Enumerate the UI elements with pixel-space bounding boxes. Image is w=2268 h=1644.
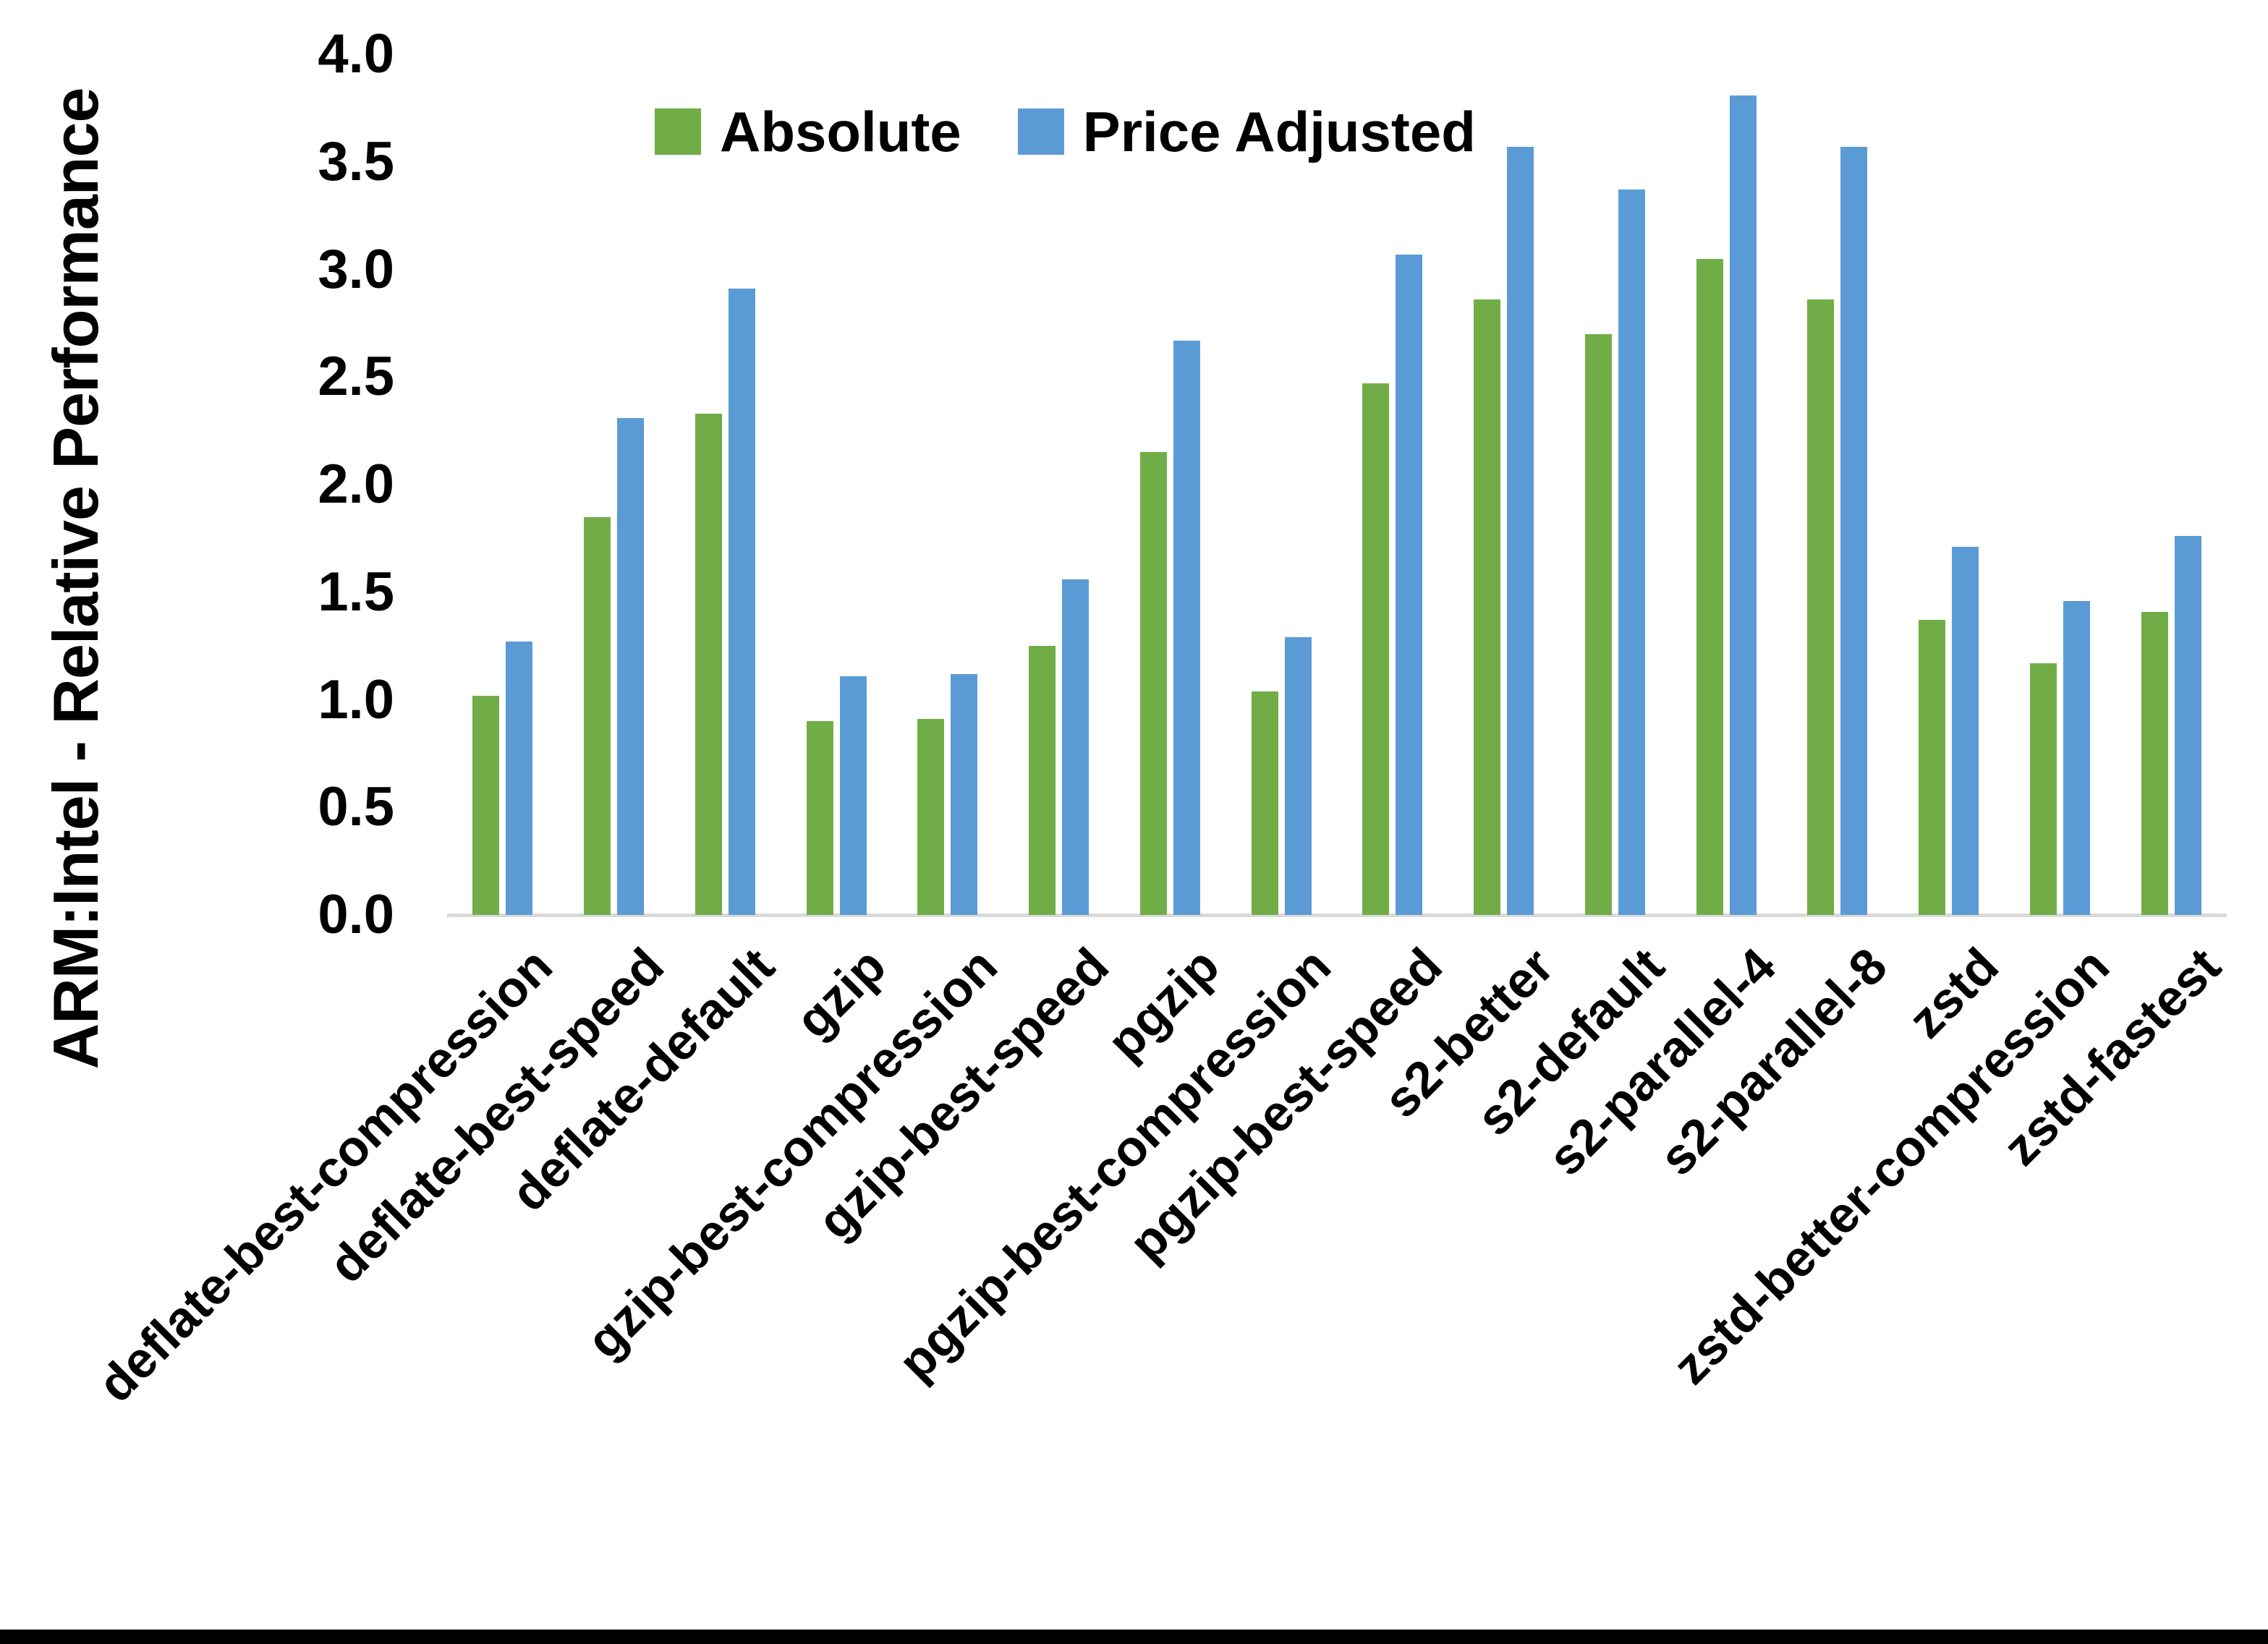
y-tick-label-3.5: 3.5 — [318, 130, 394, 192]
bar-price-adjusted-gzip — [839, 676, 867, 915]
legend-item-price-adjusted: Price Adjusted — [1017, 100, 1476, 163]
bar-absolute-gzip-best-compression — [917, 719, 945, 915]
bar-price-adjusted-gzip-best-speed — [1062, 579, 1090, 915]
legend-label: Absolute — [720, 100, 961, 163]
bar-price-adjusted-pgzip-best-compression — [1284, 637, 1312, 915]
bottom-border — [0, 1630, 2268, 1644]
bar-absolute-s2-default — [1584, 333, 1612, 915]
bar-absolute-pgzip — [1139, 452, 1167, 915]
y-tick-label-3.0: 3.0 — [318, 238, 394, 300]
y-tick-label-2.5: 2.5 — [318, 346, 394, 408]
y-tick-label-0.5: 0.5 — [318, 776, 394, 838]
bar-price-adjusted-deflate-default — [728, 289, 755, 915]
bar-price-adjusted-pgzip-best-speed — [1396, 254, 1423, 915]
bar-price-adjusted-pgzip — [1173, 340, 1200, 915]
bar-price-adjusted-zstd — [1952, 547, 1979, 915]
y-tick-label-0.0: 0.0 — [318, 884, 394, 945]
bar-price-adjusted-s2-parallel-4 — [1729, 95, 1757, 915]
y-axis-title: ARM:Intel - Relative Performance — [40, 88, 111, 1070]
bar-absolute-s2-parallel-8 — [1807, 299, 1835, 915]
bar-price-adjusted-zstd-better-compression — [2063, 600, 2090, 915]
bar-absolute-s2-parallel-4 — [1696, 258, 1723, 915]
bar-price-adjusted-deflate-best-compression — [506, 642, 533, 915]
bar-absolute-pgzip-best-compression — [1251, 691, 1278, 915]
bar-absolute-zstd — [1919, 620, 1946, 915]
bar-price-adjusted-deflate-best-speed — [617, 417, 645, 915]
legend-label: Price Adjusted — [1082, 100, 1476, 163]
bar-absolute-deflate-default — [695, 413, 722, 915]
legend-swatch-icon — [1017, 108, 1064, 155]
bar-absolute-gzip-best-speed — [1029, 646, 1056, 915]
y-tick-label-1.0: 1.0 — [318, 668, 394, 731]
bar-price-adjusted-s2-parallel-8 — [1840, 146, 1868, 915]
bar-absolute-zstd-fastest — [2141, 611, 2168, 915]
bar-price-adjusted-zstd-fastest — [2174, 536, 2201, 915]
x-category-label-deflate-best-compression: deflate-best-compression — [87, 937, 563, 1413]
legend-swatch-icon — [655, 108, 701, 155]
y-tick-label-1.5: 1.5 — [318, 561, 394, 623]
bar-price-adjusted-s2-default — [1618, 189, 1645, 915]
bar-absolute-zstd-better-compression — [2029, 663, 2057, 915]
bar-absolute-deflate-best-speed — [584, 516, 611, 915]
bar-absolute-s2-better — [1474, 299, 1501, 915]
y-tick-label-4.0: 4.0 — [318, 23, 394, 85]
legend-item-absolute: Absolute — [655, 103, 961, 160]
y-tick-label-2.0: 2.0 — [318, 453, 394, 515]
bar-absolute-deflate-best-compression — [472, 695, 500, 915]
legend: Absolute Price Adjusted — [655, 101, 1476, 162]
bar-absolute-gzip — [806, 721, 833, 915]
bar-absolute-pgzip-best-speed — [1362, 383, 1390, 915]
x-axis-line — [447, 913, 2227, 917]
bar-price-adjusted-s2-better — [1507, 146, 1534, 915]
bar-price-adjusted-gzip-best-compression — [951, 673, 978, 915]
